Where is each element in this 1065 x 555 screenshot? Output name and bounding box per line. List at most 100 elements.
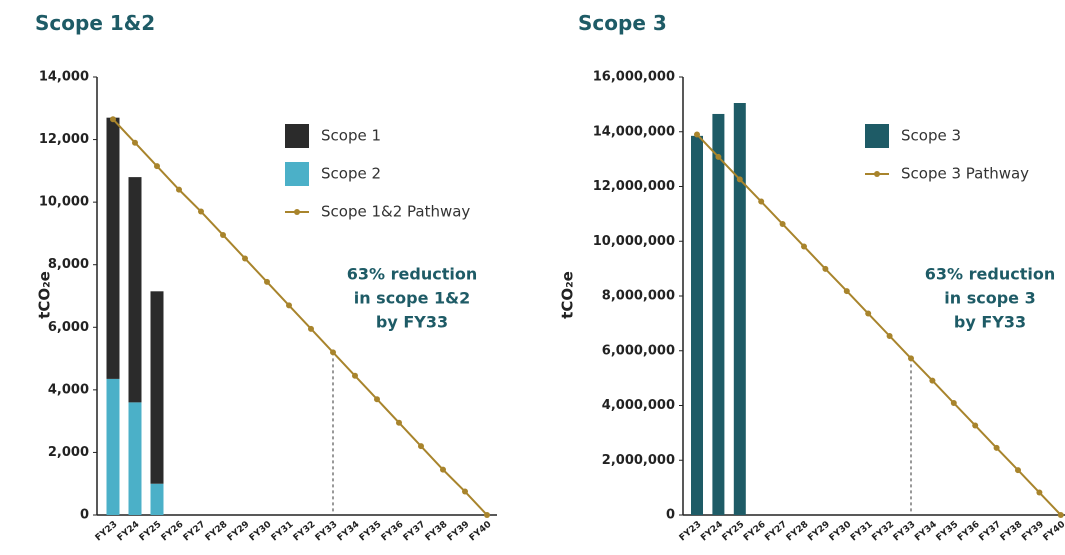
x-tick-label: FY33 — [314, 520, 340, 544]
legend-label: Scope 2 — [321, 165, 381, 183]
bar — [106, 117, 120, 379]
annotation: in scope 3 — [944, 289, 1035, 308]
pathway-line — [112, 118, 488, 516]
pathway-point — [822, 265, 829, 272]
pathway-point — [1036, 489, 1043, 496]
x-tick-label: FY30 — [828, 520, 854, 544]
pathway-point — [242, 255, 248, 262]
annotation: 63% reduction — [925, 265, 1055, 284]
pathway-point — [308, 325, 314, 332]
pathway-point — [1057, 512, 1064, 518]
pathway-point — [950, 400, 957, 407]
pathway-point — [352, 372, 358, 379]
y-tick-label: 2,000 — [48, 445, 89, 460]
pathway-point — [374, 396, 380, 403]
y-tick-label: 8,000,000 — [602, 289, 675, 304]
y-tick-label: 4,000,000 — [602, 398, 675, 413]
x-tick-label: FY34 — [913, 520, 939, 544]
y-axis-label: tCO₂e — [559, 271, 577, 319]
y-tick-label: 0 — [80, 508, 89, 523]
pathway-point — [440, 466, 446, 473]
x-tick-label: FY24 — [699, 520, 725, 544]
pathway-point — [264, 278, 270, 285]
x-tick-label: FY36 — [380, 520, 406, 544]
x-tick-label: FY33 — [892, 520, 918, 544]
annotation: 63% reduction — [347, 265, 477, 284]
x-tick-label: FY35 — [358, 520, 384, 544]
x-tick-label: FY40 — [468, 520, 494, 544]
bar — [150, 483, 164, 515]
y-tick-label: 14,000 — [39, 70, 89, 85]
pathway-point — [418, 443, 424, 450]
y-tick-label: 0 — [666, 508, 675, 523]
pathway-point — [484, 512, 490, 518]
x-tick-label: FY31 — [270, 520, 296, 544]
x-tick-label: FY26 — [160, 520, 186, 544]
legend-swatch — [285, 162, 309, 186]
y-tick-label: 4,000 — [48, 382, 89, 397]
pathway-point — [1015, 467, 1021, 474]
pathway-point — [176, 186, 182, 193]
x-tick-label: FY25 — [138, 520, 164, 544]
y-tick-label: 12,000 — [39, 132, 89, 147]
x-tick-label: FY38 — [424, 520, 450, 544]
pathway-point — [330, 349, 336, 356]
x-tick-label: FY32 — [292, 520, 318, 544]
x-tick-label: FY27 — [182, 520, 208, 544]
x-tick-label: FY32 — [870, 520, 896, 544]
x-tick-label: FY27 — [763, 520, 789, 544]
legend-dot — [874, 171, 880, 177]
bar — [712, 113, 725, 516]
y-tick-label: 14,000,000 — [593, 124, 675, 139]
pathway-point — [286, 302, 292, 309]
y-tick-label: 16,000,000 — [593, 70, 675, 85]
pathway-point — [154, 163, 160, 170]
chart-title: Scope 1&2 — [35, 11, 155, 35]
legend-label: Scope 1 — [321, 127, 381, 145]
pathway-point — [110, 116, 116, 123]
bar — [733, 103, 746, 515]
bar — [150, 291, 164, 484]
bar — [128, 402, 142, 515]
legend-label: Scope 1&2 Pathway — [321, 203, 470, 221]
legend-label: Scope 3 Pathway — [901, 165, 1029, 183]
x-tick-label: FY28 — [204, 520, 230, 544]
x-tick-label: FY31 — [849, 520, 875, 544]
bar — [106, 378, 120, 515]
x-tick-label: FY23 — [678, 520, 704, 544]
pathway-point — [908, 355, 914, 362]
x-tick-label: FY25 — [721, 520, 747, 544]
bar — [128, 177, 142, 403]
x-tick-label: FY34 — [336, 520, 362, 544]
x-tick-label: FY39 — [1020, 520, 1046, 544]
legend-dot — [294, 209, 300, 215]
pathway-point — [886, 332, 893, 339]
pathway-point — [779, 221, 786, 228]
pathway-point — [972, 422, 979, 429]
x-tick-label: FY29 — [226, 520, 252, 544]
x-tick-label: FY24 — [116, 520, 142, 544]
x-tick-label: FY38 — [999, 520, 1025, 544]
x-tick-label: FY37 — [977, 520, 1003, 544]
y-axis-label: tCO₂e — [36, 271, 54, 319]
pathway-point — [758, 198, 765, 205]
pathway-point — [694, 131, 700, 138]
y-tick-label: 6,000,000 — [602, 343, 675, 358]
pathway-point — [198, 208, 204, 215]
x-tick-label: FY28 — [785, 520, 811, 544]
x-tick-label: FY37 — [402, 520, 428, 544]
pathway-point — [132, 139, 138, 146]
y-tick-label: 2,000,000 — [602, 453, 675, 468]
pathway-point — [801, 243, 807, 250]
y-tick-label: 8,000 — [48, 257, 89, 272]
x-tick-label: FY23 — [94, 520, 120, 544]
pathway-point — [736, 176, 743, 183]
x-tick-label: FY36 — [956, 520, 982, 544]
pathway-point — [715, 153, 722, 160]
y-tick-label: 10,000,000 — [593, 234, 675, 249]
legend-swatch — [285, 124, 309, 148]
annotation: by FY33 — [376, 313, 448, 332]
pathway-point — [929, 377, 936, 384]
y-tick-label: 12,000,000 — [593, 179, 675, 194]
